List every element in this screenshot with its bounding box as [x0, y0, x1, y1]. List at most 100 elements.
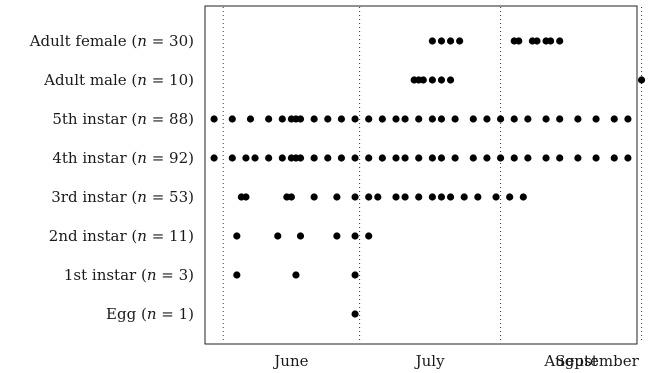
data-point-4th-instar — [296, 154, 305, 162]
data-point-5th-instar — [378, 115, 386, 123]
month-dividers — [222, 7, 643, 343]
data-point-5th-instar — [296, 115, 305, 123]
y-tick-label-egg: Egg (n = 1) — [106, 305, 194, 323]
data-points — [210, 37, 646, 318]
data-point-5th-instar — [401, 115, 409, 123]
data-point-3rd-instar — [437, 193, 446, 201]
data-point-4th-instar — [524, 154, 532, 162]
data-point-1st-instar — [233, 271, 241, 279]
data-point-4th-instar — [592, 154, 600, 162]
data-point-5th-instar — [610, 115, 618, 123]
data-point-4th-instar — [428, 154, 436, 162]
data-point-5th-instar — [210, 115, 218, 123]
data-point-3rd-instar — [519, 193, 527, 201]
data-point-3rd-instar — [506, 193, 514, 201]
data-point-5th-instar — [246, 115, 255, 123]
data-point-3rd-instar — [446, 193, 455, 201]
plot-frame — [204, 5, 638, 345]
data-point-5th-instar — [228, 115, 236, 123]
data-point-adult-male — [428, 76, 436, 84]
data-point-2nd-instar — [333, 232, 341, 240]
data-point-4th-instar — [542, 154, 550, 162]
data-point-3rd-instar — [474, 193, 482, 201]
data-point-5th-instar — [592, 115, 600, 123]
data-point-5th-instar — [310, 115, 318, 123]
y-tick-label-3rd-instar: 3rd instar (n = 53) — [51, 188, 194, 206]
data-point-5th-instar — [428, 115, 436, 123]
data-point-adult-female — [533, 37, 541, 45]
data-point-4th-instar — [242, 154, 250, 162]
data-point-4th-instar — [210, 154, 218, 162]
data-point-5th-instar — [324, 115, 332, 123]
data-point-5th-instar — [496, 115, 505, 123]
data-point-3rd-instar — [351, 193, 359, 201]
data-point-4th-instar — [624, 154, 632, 162]
data-point-5th-instar — [365, 115, 373, 123]
data-point-1st-instar — [351, 271, 359, 279]
data-point-4th-instar — [351, 154, 359, 162]
data-point-1st-instar — [292, 271, 300, 279]
data-point-4th-instar — [401, 154, 409, 162]
data-point-4th-instar — [437, 154, 446, 162]
y-tick-label-4th-instar: 4th instar (n = 92) — [52, 149, 194, 167]
data-point-adult-female — [446, 37, 455, 45]
data-point-5th-instar — [265, 115, 273, 123]
x-tick-label-august: August — [543, 352, 597, 370]
data-point-5th-instar — [556, 115, 564, 123]
data-point-3rd-instar — [392, 193, 400, 201]
data-point-adult-female — [556, 37, 564, 45]
data-point-adult-male — [437, 76, 446, 84]
y-tick-label-adult-female: Adult female (n = 30) — [29, 32, 194, 50]
data-point-5th-instar — [469, 115, 477, 123]
data-point-5th-instar — [437, 115, 446, 123]
data-point-4th-instar — [228, 154, 236, 162]
data-point-4th-instar — [574, 154, 582, 162]
data-point-4th-instar — [324, 154, 332, 162]
data-point-5th-instar — [337, 115, 346, 123]
data-point-2nd-instar — [274, 232, 282, 240]
data-point-3rd-instar — [401, 193, 409, 201]
data-point-adult-male — [419, 76, 427, 84]
data-point-5th-instar — [451, 115, 459, 123]
data-point-adult-female — [437, 37, 446, 45]
data-point-4th-instar — [556, 154, 564, 162]
data-point-4th-instar — [496, 154, 505, 162]
data-point-adult-female — [515, 37, 523, 45]
data-point-5th-instar — [624, 115, 632, 123]
data-point-3rd-instar — [428, 193, 436, 201]
data-point-4th-instar — [278, 154, 286, 162]
data-point-3rd-instar — [310, 193, 318, 201]
data-point-adult-female — [456, 37, 464, 45]
data-point-3rd-instar — [460, 193, 468, 201]
data-point-2nd-instar — [296, 232, 305, 240]
data-point-5th-instar — [510, 115, 518, 123]
data-point-4th-instar — [378, 154, 386, 162]
data-point-adult-female — [428, 37, 436, 45]
x-tick-label-july: July — [414, 352, 445, 370]
y-tick-label-2nd-instar: 2nd instar (n = 11) — [49, 227, 194, 245]
data-point-5th-instar — [392, 115, 400, 123]
data-point-4th-instar — [392, 154, 400, 162]
data-point-5th-instar — [278, 115, 286, 123]
data-point-adult-male — [446, 76, 455, 84]
data-point-4th-instar — [365, 154, 373, 162]
y-axis-labels: Adult female (n = 30) Adult male (n = 10)… — [29, 32, 194, 323]
data-point-5th-instar — [574, 115, 582, 123]
data-point-5th-instar — [542, 115, 550, 123]
data-point-4th-instar — [451, 154, 459, 162]
data-point-5th-instar — [351, 115, 359, 123]
x-tick-label-june: June — [272, 352, 308, 370]
y-tick-label-1st-instar: 1st instar (n = 3) — [64, 266, 194, 284]
data-point-3rd-instar — [287, 193, 295, 201]
data-point-4th-instar — [469, 154, 477, 162]
data-point-4th-instar — [510, 154, 518, 162]
y-tick-label-5th-instar: 5th instar (n = 88) — [52, 110, 194, 128]
data-point-5th-instar — [524, 115, 532, 123]
data-point-4th-instar — [265, 154, 273, 162]
data-point-3rd-instar — [242, 193, 250, 201]
data-point-4th-instar — [251, 154, 259, 162]
data-point-4th-instar — [337, 154, 346, 162]
y-tick-label-adult-male: Adult male (n = 10) — [43, 71, 194, 89]
data-point-4th-instar — [415, 154, 423, 162]
